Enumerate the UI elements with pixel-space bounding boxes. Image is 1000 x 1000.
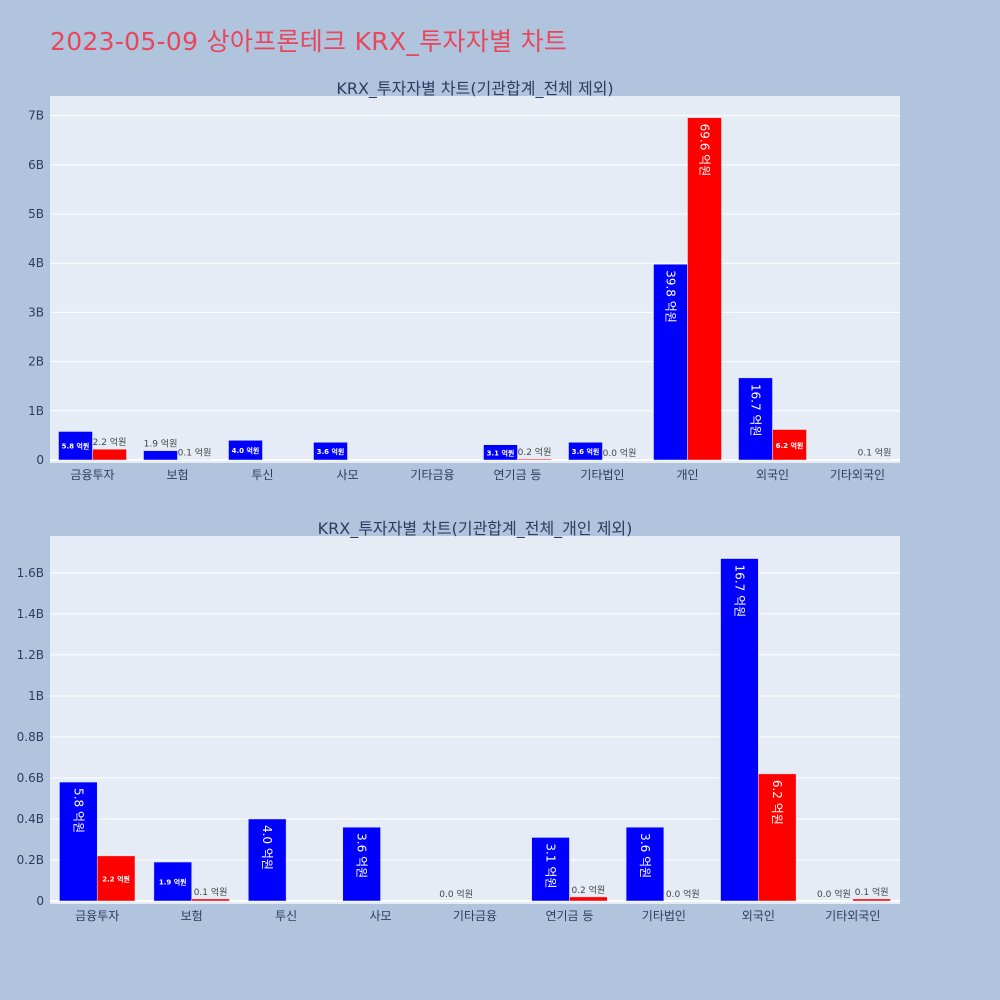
x-tick-label: 보험 bbox=[166, 468, 188, 482]
bar-data-label: 0.2 억원 bbox=[571, 884, 605, 896]
bar-data-label: 0.1 억원 bbox=[178, 447, 212, 459]
bar-data-label: 5.8 억원 bbox=[62, 442, 90, 451]
y-tick-label: 1.6B bbox=[17, 566, 44, 580]
sell-bar bbox=[92, 448, 127, 461]
y-tick-label: 0.4B bbox=[17, 812, 44, 826]
x-tick-label: 개인 bbox=[676, 468, 698, 482]
chart-title: KRX_투자자별 차트(기관합계_전체 제외) bbox=[336, 79, 613, 99]
buy-bar bbox=[58, 431, 93, 461]
sell-bar bbox=[96, 855, 136, 902]
sell-bar bbox=[517, 458, 552, 461]
y-tick-label: 0 bbox=[36, 894, 44, 908]
y-tick-label: 0 bbox=[36, 453, 44, 467]
y-tick-label: 4B bbox=[28, 256, 44, 270]
investor-chart-top: KRX_투자자별 차트(기관합계_전체 제외) 0 1B 2B 3B 4B 5B 6B 7B 금융… bbox=[28, 79, 900, 482]
bar-data-label: 5.8 억원 bbox=[71, 788, 85, 833]
buy-bar bbox=[483, 444, 518, 461]
x-tick-label: 기타외국인 bbox=[830, 468, 885, 482]
bar-data-label: 3.6 억원 bbox=[317, 447, 345, 456]
x-tick-label: 보험 bbox=[181, 909, 203, 923]
bar-data-label: 2.2 억원 bbox=[93, 436, 127, 448]
bar-data-label: 0.2 억원 bbox=[518, 446, 552, 458]
buy-bar bbox=[625, 826, 665, 902]
bar-data-label: 1.9 억원 bbox=[159, 878, 187, 887]
buy-bar bbox=[738, 377, 773, 461]
buy-bar bbox=[531, 837, 570, 902]
bar-data-label: 16.7 억원 bbox=[732, 565, 746, 618]
y-tick-label: 0.6B bbox=[17, 771, 44, 785]
x-tick-label: 금융투자 bbox=[70, 468, 114, 482]
x-tick-label: 기타법인 bbox=[642, 909, 686, 923]
chart-title: KRX_투자자별 차트(기관합계_전체_개인 제외) bbox=[318, 519, 633, 539]
y-tick-label: 1B bbox=[28, 689, 44, 703]
bar-data-label: 3.1 억원 bbox=[487, 448, 515, 457]
buy-bar bbox=[248, 818, 287, 902]
sell-bar bbox=[758, 773, 797, 902]
x-tick-label: 연기금 등 bbox=[545, 909, 593, 923]
bar-data-label: 4.0 억원 bbox=[260, 825, 274, 870]
buy-bar bbox=[720, 558, 759, 902]
x-tick-label: 기타외국인 bbox=[825, 909, 880, 923]
buy-bar bbox=[153, 861, 192, 902]
bar-data-label: 0.0 억원 bbox=[817, 888, 851, 900]
page-title: 2023-05-09 상아프론테크 KRX_투자자별 차트 bbox=[50, 27, 568, 56]
buy-bar bbox=[313, 442, 348, 461]
x-tick-label: 투신 bbox=[275, 909, 297, 923]
x-tick-label: 연기금 등 bbox=[494, 468, 542, 482]
sell-bar bbox=[191, 898, 230, 902]
bar-data-label: 0.0 억원 bbox=[666, 888, 700, 900]
x-tick-label: 기타법인 bbox=[580, 468, 624, 482]
bar-data-label: 2.2 억원 bbox=[102, 874, 130, 883]
sell-bar bbox=[772, 429, 807, 461]
x-tick-label: 외국인 bbox=[742, 909, 775, 923]
y-tick-label: 5B bbox=[28, 207, 44, 221]
y-tick-label: 1B bbox=[28, 404, 44, 418]
x-tick-label: 금융투자 bbox=[75, 909, 119, 923]
bar-data-label: 69.6 억원 bbox=[698, 124, 712, 177]
x-tick-label: 기타금융 bbox=[453, 909, 497, 923]
y-tick-label: 2B bbox=[28, 355, 44, 369]
y-tick-label: 3B bbox=[28, 305, 44, 319]
buy-bar bbox=[228, 440, 263, 461]
x-tick-label: 외국인 bbox=[756, 468, 789, 482]
sell-bar bbox=[569, 896, 608, 902]
sell-bar bbox=[687, 117, 722, 461]
bar-data-label: 0.0 억원 bbox=[603, 447, 637, 459]
y-tick-label: 6B bbox=[28, 158, 44, 172]
bar-data-label: 0.1 억원 bbox=[858, 447, 892, 459]
y-tick-label: 1.2B bbox=[17, 648, 44, 662]
buy-bar bbox=[653, 263, 688, 461]
x-tick-label: 사모 bbox=[336, 468, 358, 482]
bar-data-label: 3.6 억원 bbox=[572, 447, 600, 456]
bar-data-label: 6.2 억원 bbox=[770, 780, 784, 825]
x-tick-label: 투신 bbox=[251, 468, 273, 482]
investor-chart-bottom: KRX_투자자별 차트(기관합계_전체_개인 제외) 0 0.2B 0.4B 0.6B 0… bbox=[17, 519, 900, 923]
bar-data-label: 16.7 억원 bbox=[749, 384, 763, 437]
y-tick-label: 7B bbox=[28, 109, 44, 123]
bar-data-label: 0.1 억원 bbox=[855, 886, 889, 898]
sell-bar bbox=[852, 898, 891, 902]
bar-data-label: 3.6 억원 bbox=[638, 833, 652, 878]
bar-data-label: 1.9 억원 bbox=[144, 438, 178, 450]
buy-bar bbox=[342, 826, 381, 902]
y-tick-label: 0.8B bbox=[17, 730, 44, 744]
buy-bar bbox=[59, 781, 98, 902]
y-tick-label: 0.2B bbox=[17, 853, 44, 867]
buy-bar bbox=[568, 442, 603, 461]
buy-bar bbox=[143, 450, 178, 461]
bar-data-label: 39.8 억원 bbox=[664, 270, 678, 323]
bar-data-label: 0.0 억원 bbox=[439, 888, 473, 900]
bar-data-label: 3.6 억원 bbox=[355, 833, 369, 878]
x-tick-label: 기타금융 bbox=[410, 468, 454, 482]
y-tick-label: 1.4B bbox=[17, 607, 44, 621]
bar-data-label: 3.1 억원 bbox=[544, 843, 558, 888]
bar-data-label: 6.2 억원 bbox=[776, 441, 804, 450]
bar-data-label: 4.0 억원 bbox=[232, 446, 260, 455]
x-tick-label: 사모 bbox=[370, 909, 392, 923]
bar-data-label: 0.1 억원 bbox=[194, 886, 228, 898]
